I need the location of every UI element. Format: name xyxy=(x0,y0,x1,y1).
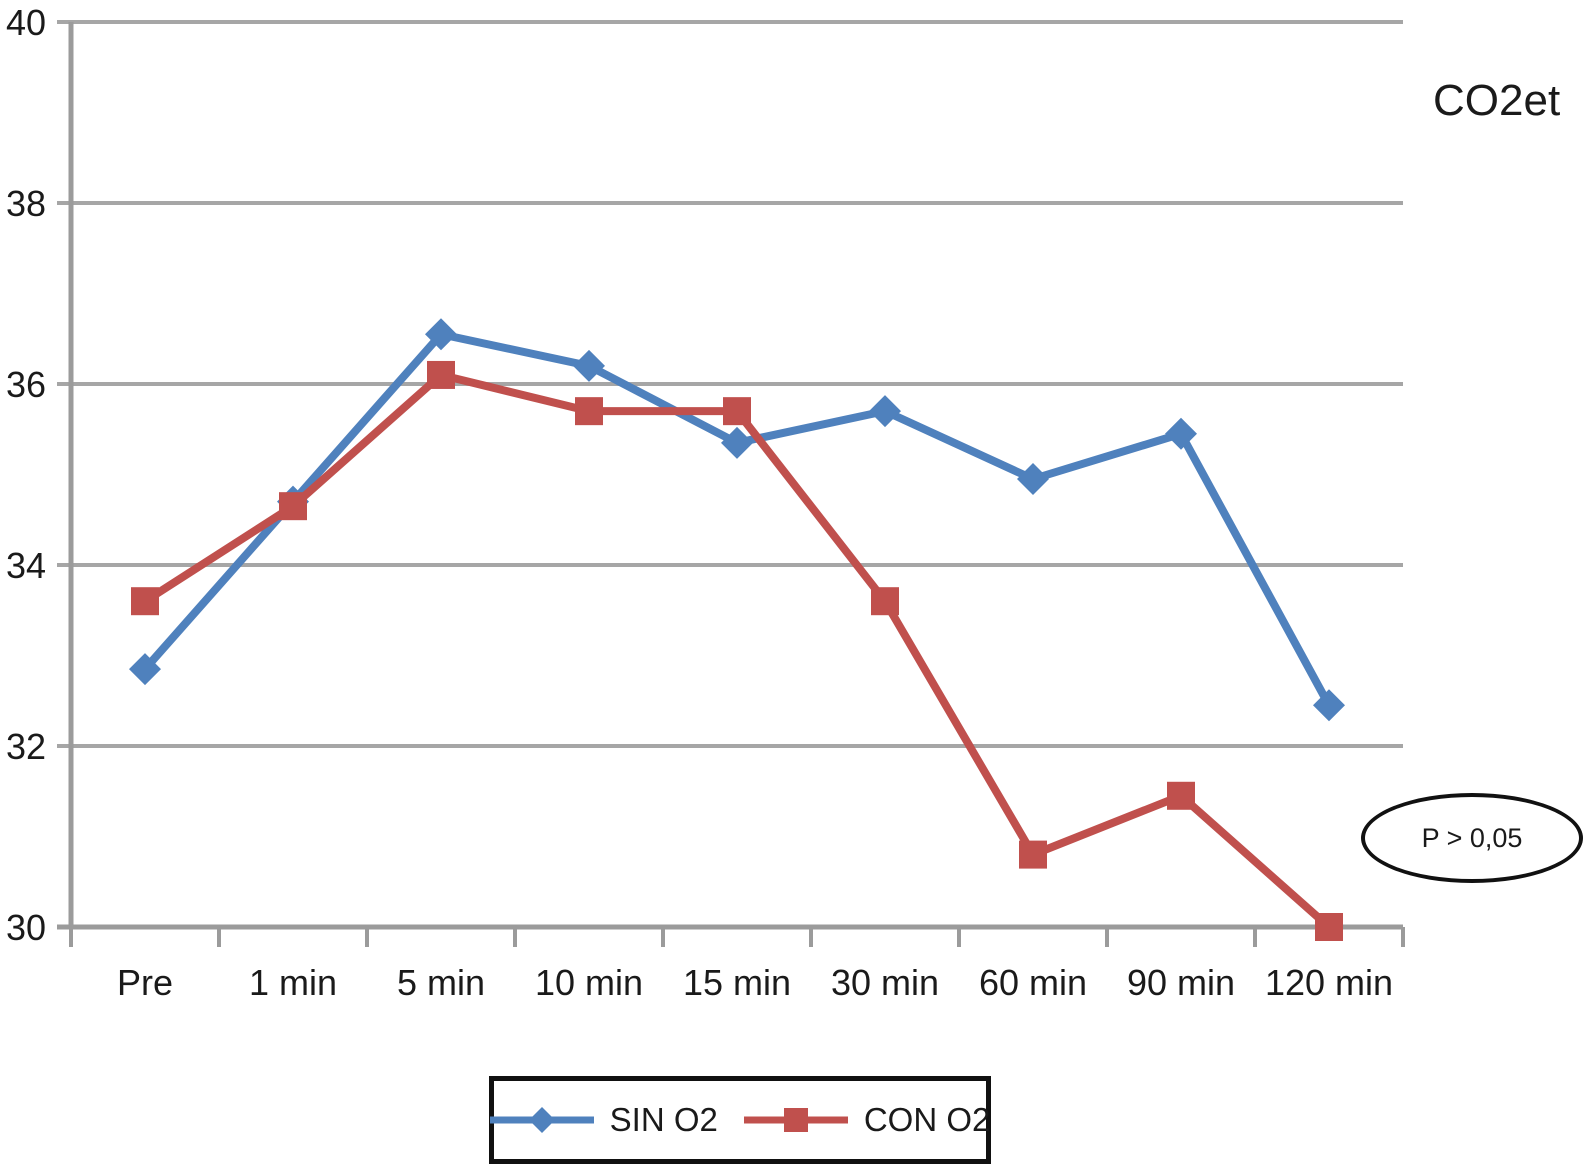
legend-diamond-swatch xyxy=(489,1107,594,1133)
diamond-marker xyxy=(1017,463,1049,496)
y-axis-label: 40 xyxy=(6,2,46,43)
y-axis-label: 36 xyxy=(6,364,46,405)
chart-title: CO2et xyxy=(1433,76,1561,125)
square-marker xyxy=(575,397,603,426)
square-marker xyxy=(1019,840,1047,869)
square-marker xyxy=(279,492,307,521)
y-axis-label: 34 xyxy=(6,545,46,586)
series-line-sin-o2 xyxy=(142,329,1333,708)
square-marker xyxy=(131,587,159,616)
x-axis-label: 30 min xyxy=(831,962,939,1003)
line-chart-canvas: 30 32 34 36 38 40 Pre 1 min 5 min 10 min 15 min 30 … xyxy=(6,2,1405,1003)
square-marker xyxy=(427,360,455,389)
legend-square-swatch xyxy=(743,1108,848,1132)
x-axis-label: 120 min xyxy=(1265,962,1393,1003)
x-axis-label: 1 min xyxy=(249,962,337,1003)
diamond-marker xyxy=(425,318,457,351)
x-axis-label: Pre xyxy=(117,962,173,1003)
diamond-marker xyxy=(721,426,753,459)
legend-label: CON O2 xyxy=(863,1101,991,1138)
square-marker xyxy=(1167,781,1195,810)
diamond-marker xyxy=(573,349,605,382)
square-marker xyxy=(723,397,751,426)
x-axis-label: 5 min xyxy=(397,962,485,1003)
legend-label: SIN O2 xyxy=(609,1101,718,1138)
y-axis-label: 32 xyxy=(6,726,46,767)
square-marker xyxy=(1315,913,1343,941)
p-value-ellipse: P > 0,05 xyxy=(1361,793,1583,883)
x-axis-label: 15 min xyxy=(683,962,791,1003)
diamond-marker xyxy=(129,653,161,686)
legend-item-sin-o2: SIN O2 xyxy=(489,1101,718,1139)
diamond-marker xyxy=(1313,689,1345,722)
p-value-text: P > 0,05 xyxy=(1421,822,1523,853)
legend-box: SIN O2 CON O2 xyxy=(489,1076,991,1164)
x-axis-label: 90 min xyxy=(1127,962,1235,1003)
x-axis-label: 60 min xyxy=(979,962,1087,1003)
diamond-marker xyxy=(869,395,901,428)
legend-item-con-o2: CON O2 xyxy=(743,1101,991,1139)
diamond-marker xyxy=(1165,417,1197,450)
square-marker xyxy=(871,587,899,616)
y-axis-label: 30 xyxy=(6,907,46,948)
y-axis-label: 38 xyxy=(6,183,46,224)
x-axis-label: 10 min xyxy=(535,962,643,1003)
